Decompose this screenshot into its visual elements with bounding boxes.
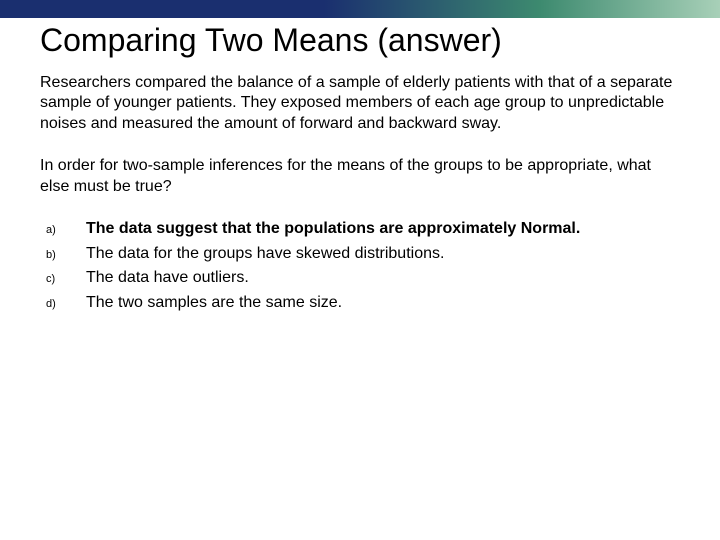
option-row: b) The data for the groups have skewed d…	[46, 244, 680, 264]
question-text: In order for two-sample inferences for t…	[40, 156, 680, 197]
option-row: d) The two samples are the same size.	[46, 293, 680, 313]
option-letter-a: a)	[46, 219, 86, 236]
option-text-b: The data for the groups have skewed dist…	[86, 244, 680, 264]
option-text-a: The data suggest that the populations ar…	[86, 219, 680, 239]
option-letter-b: b)	[46, 244, 86, 261]
option-row: a) The data suggest that the populations…	[46, 219, 680, 239]
option-row: c) The data have outliers.	[46, 268, 680, 288]
slide-content: Comparing Two Means (answer) Researchers…	[0, 18, 720, 337]
option-letter-c: c)	[46, 268, 86, 285]
option-text-d: The two samples are the same size.	[86, 293, 680, 313]
option-letter-d: d)	[46, 293, 86, 310]
top-gradient-bar	[0, 0, 720, 18]
slide-title: Comparing Two Means (answer)	[40, 22, 680, 59]
title-suffix: (answer)	[377, 22, 501, 58]
title-main: Comparing Two Means	[40, 22, 368, 58]
intro-paragraph: Researchers compared the balance of a sa…	[40, 73, 680, 134]
option-text-c: The data have outliers.	[86, 268, 680, 288]
options-list: a) The data suggest that the populations…	[40, 219, 680, 313]
